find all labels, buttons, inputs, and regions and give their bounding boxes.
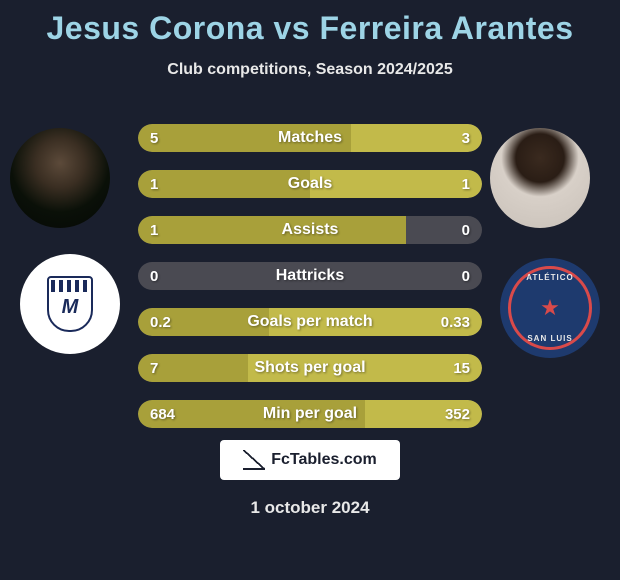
- shield-icon: [47, 276, 93, 332]
- player-right-avatar: [490, 128, 590, 228]
- stat-row: 1Assists0: [138, 216, 482, 244]
- avatar-image-placeholder: [490, 128, 590, 228]
- comparison-card: Jesus Corona vs Ferreira Arantes Club co…: [0, 0, 620, 580]
- club-right-badge: ATLÉTICO ★ SAN LUIS: [500, 258, 600, 358]
- date-label: 1 october 2024: [0, 498, 620, 518]
- stat-value-right: 0: [462, 222, 470, 239]
- atletico-san-luis-badge: ATLÉTICO ★ SAN LUIS: [500, 258, 600, 358]
- stat-value-right: 15: [453, 360, 470, 377]
- stat-label: Min per goal: [138, 405, 482, 423]
- player-left-avatar: [10, 128, 110, 228]
- chart-icon: [243, 450, 265, 470]
- stat-label: Hattricks: [138, 267, 482, 285]
- stat-row: 7Shots per goal15: [138, 354, 482, 382]
- stat-row: 0Hattricks0: [138, 262, 482, 290]
- stat-label: Goals per match: [138, 313, 482, 331]
- branding-text: FcTables.com: [271, 451, 377, 469]
- stat-value-right: 352: [445, 406, 470, 423]
- stat-row: 0.2Goals per match0.33: [138, 308, 482, 336]
- stat-row: 5Matches3: [138, 124, 482, 152]
- stat-value-right: 0.33: [441, 314, 470, 331]
- stat-value-right: 3: [462, 130, 470, 147]
- club-left-badge: [20, 254, 120, 354]
- page-subtitle: Club competitions, Season 2024/2025: [0, 61, 620, 79]
- badge-ring: ATLÉTICO ★ SAN LUIS: [508, 266, 592, 350]
- badge-text-top: ATLÉTICO: [526, 273, 573, 282]
- stat-value-right: 1: [462, 176, 470, 193]
- star-icon: ★: [540, 295, 560, 321]
- stat-row: 684Min per goal352: [138, 400, 482, 428]
- stat-value-right: 0: [462, 268, 470, 285]
- stat-label: Matches: [138, 129, 482, 147]
- stat-label: Shots per goal: [138, 359, 482, 377]
- monterrey-badge: [20, 254, 120, 354]
- stat-label: Assists: [138, 221, 482, 239]
- stat-row: 1Goals1: [138, 170, 482, 198]
- branding-badge: FcTables.com: [220, 440, 400, 480]
- page-title: Jesus Corona vs Ferreira Arantes: [0, 0, 620, 47]
- stats-panel: 5Matches31Goals11Assists00Hattricks00.2G…: [138, 124, 482, 446]
- stat-label: Goals: [138, 175, 482, 193]
- avatar-image-placeholder: [10, 128, 110, 228]
- badge-text-bottom: SAN LUIS: [527, 334, 572, 343]
